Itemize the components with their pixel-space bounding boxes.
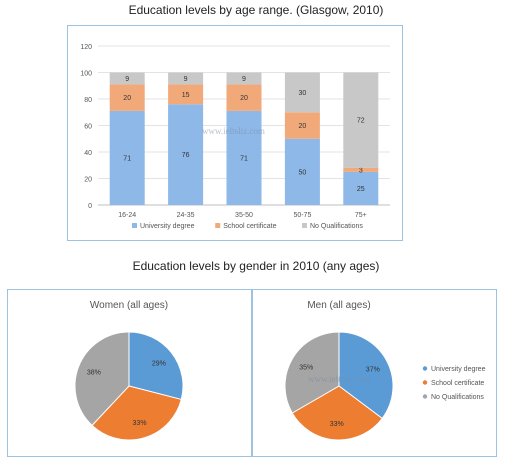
legend-swatch [422,366,428,371]
bar-segment [284,138,320,205]
women-pie-frame: Women (all ages) 29% 33% 38% [7,289,252,457]
bar-segment [284,72,320,113]
legend-swatch [302,223,307,228]
legend-label: University degree [431,366,486,373]
pie-value-label: 33% [330,421,344,428]
y-tick-label: 60 [84,124,92,131]
pie-value-label: 38% [87,370,101,377]
bar-segment [343,72,379,168]
legend-label: No Qualifications [310,223,363,230]
bar-segment [109,72,145,85]
pie-slice [284,331,340,414]
data-label: 9 [184,76,188,83]
data-label: 76 [182,152,190,159]
legend-label: No Qualifications [431,394,484,401]
bar-segment [226,84,262,111]
y-tick-label: 20 [84,177,92,184]
data-label: 20 [299,123,307,130]
pie-value-label: 33% [133,420,147,427]
x-tick-label: 16-24 [118,212,136,219]
x-tick-label: 24-35 [177,212,195,219]
men-pie-frame: Men (all ages) 37% 33% 35% University degree… [252,289,497,457]
data-label: 20 [240,95,248,102]
bar-chart-frame: 0 20 40 60 80 100 120 71 20 9 16-24 76 15 9 24-35 71 20 9… [67,25,403,241]
bar-segment [168,72,204,85]
bar-chart: 0 20 40 60 80 100 120 71 20 9 16-24 76 15 9 24-35 71 20 9… [80,44,390,230]
pie-value-label: 35% [299,365,313,372]
legend-swatch [215,223,221,228]
men-pie-chart: Men (all ages) 37% 33% 35% University degree… [284,300,486,441]
bar-segment [343,171,379,205]
data-label: 9 [242,76,246,83]
data-label: 3 [359,167,363,174]
pie-slice [91,385,182,441]
pie-slice [74,331,130,427]
data-label: 15 [182,92,190,99]
pie-value-label: 37% [366,367,380,374]
legend-swatch [422,394,428,399]
data-label: 9 [125,76,129,83]
legend-swatch [132,223,137,228]
y-tick-label: 0 [88,203,92,210]
pie-slice [128,331,184,401]
data-label: 30 [299,90,307,97]
bar-segment [109,110,145,205]
bar-segment [226,72,262,85]
legend-label: University degree [140,223,195,230]
pie-title: Men (all ages) [307,300,370,311]
bar-segment [168,104,204,205]
bar-segment [168,84,204,105]
watermark: www.ieltsliz.com [202,126,265,136]
y-tick-label: 80 [84,97,92,104]
watermark: www.ieltsliz.com [308,374,371,384]
pie-slice [338,331,394,420]
legend-label: School certificate [223,223,276,230]
data-label: 20 [123,95,131,102]
x-tick-label: 35-50 [235,212,253,219]
x-tick-label: 50-75 [293,212,311,219]
y-tick-label: 40 [84,150,92,157]
bar-chart-title: Education levels by age range. (Glasgow,… [128,3,384,17]
y-tick-label: 120 [80,44,92,51]
legend-swatch [422,380,428,385]
bar-segment [109,84,145,111]
data-label: 71 [240,155,248,162]
pie-slice [291,385,383,441]
women-pie-chart: Women (all ages) 29% 33% 38% [74,300,184,441]
pie-charts-title: Education levels by gender in 2010 (any … [132,259,380,273]
pie-value-label: 29% [152,360,166,367]
bar-segment [343,167,379,172]
legend-label: School certificate [431,380,484,387]
pie-title: Women (all ages) [90,300,168,311]
y-tick-label: 100 [80,71,92,78]
data-label: 25 [357,186,365,193]
data-label: 71 [123,155,131,162]
data-label: 72 [357,118,365,125]
data-label: 50 [299,169,307,176]
bar-segment [226,110,262,205]
x-tick-label: 75+ [355,212,367,219]
bar-segment [284,112,320,139]
